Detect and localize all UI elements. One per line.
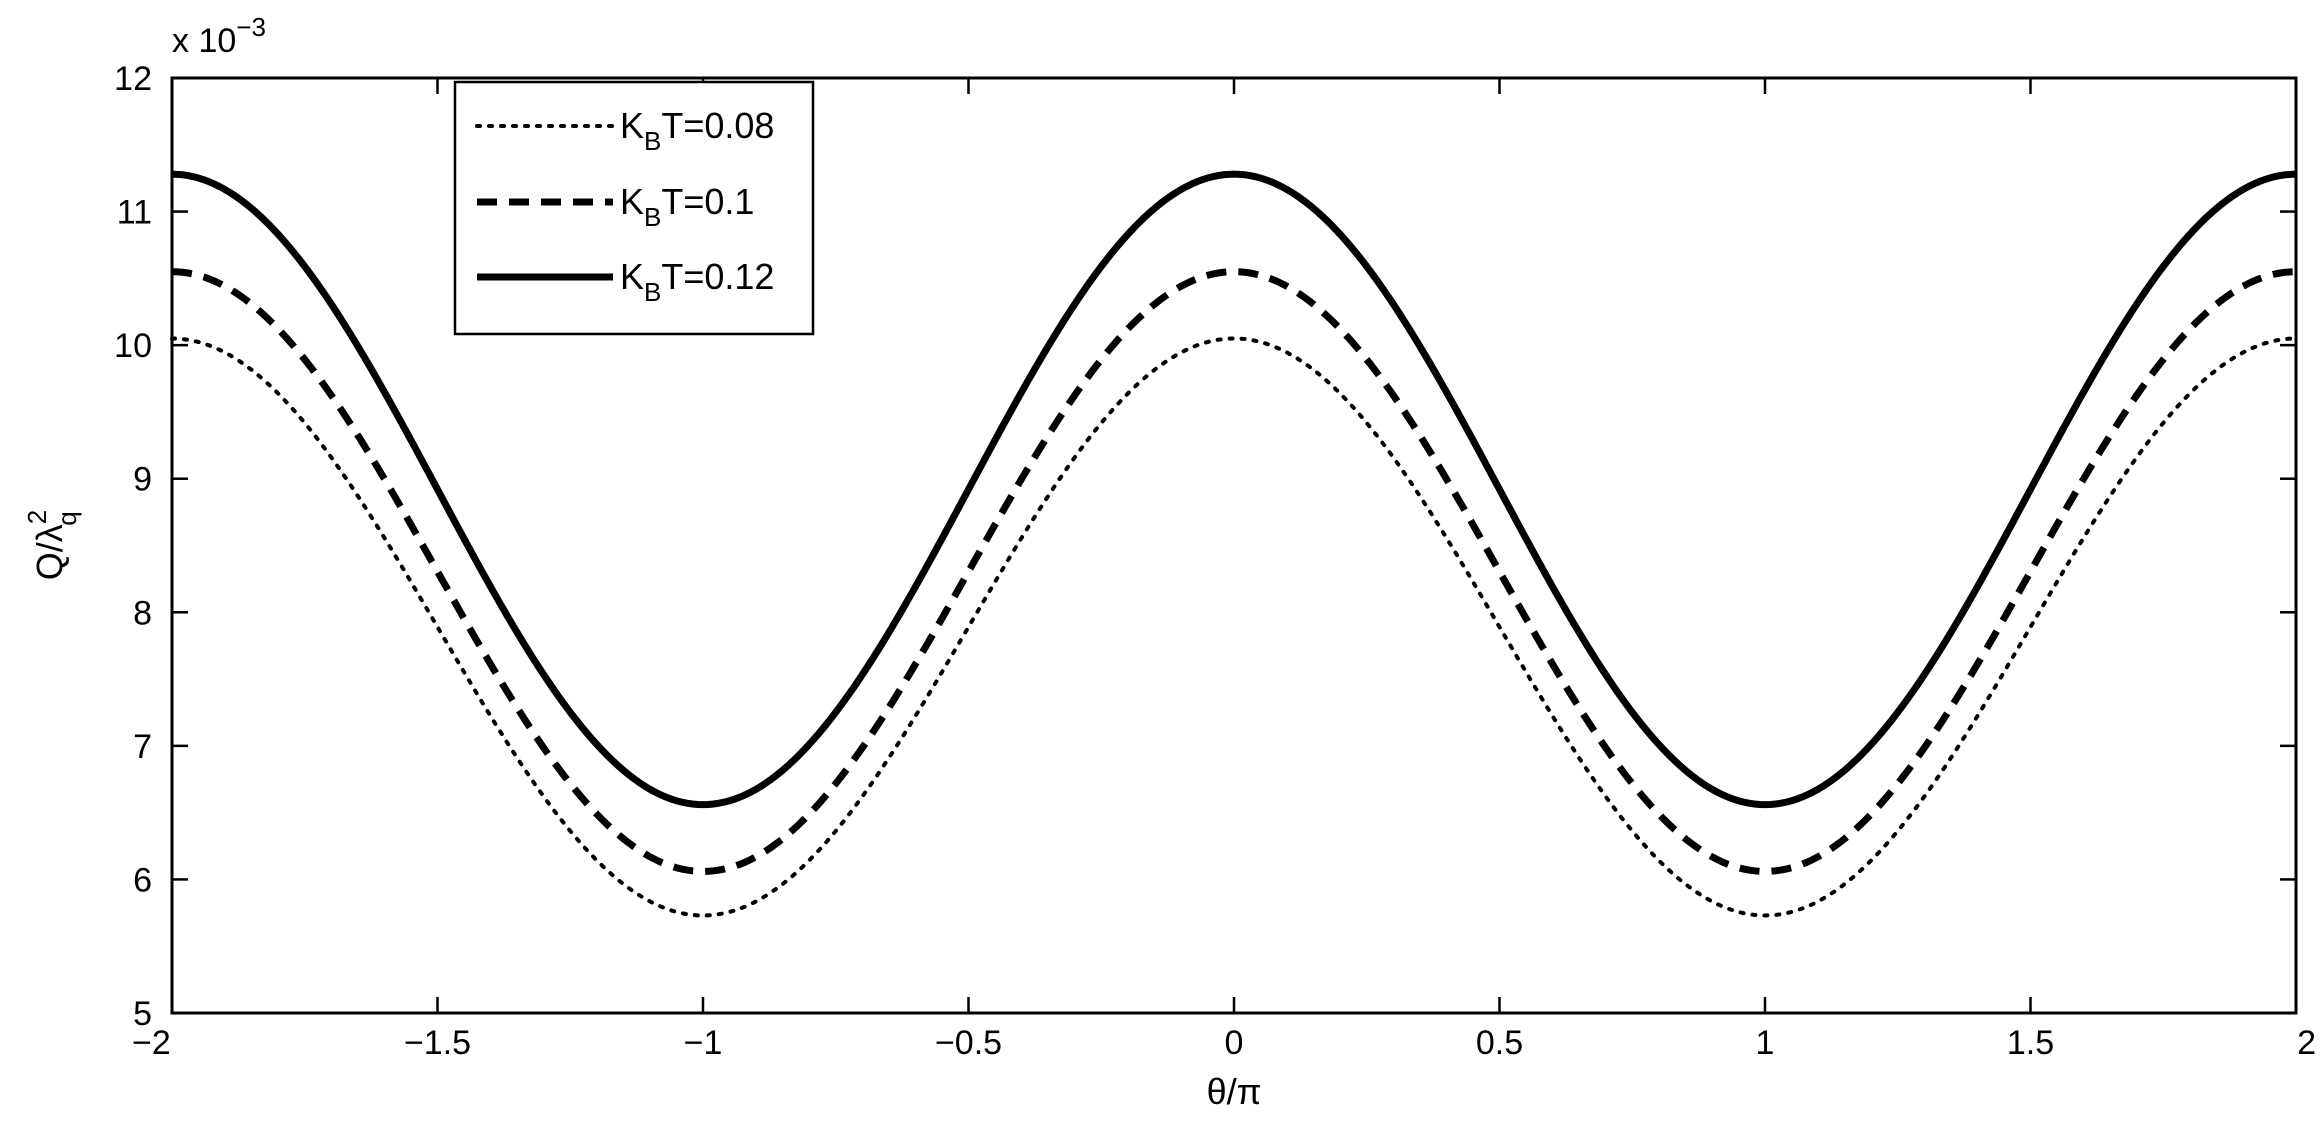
y-tick-label: 10 (114, 327, 152, 365)
legend: KBT=0.08 KBT=0.1 KBT=0.12 (453, 80, 815, 336)
y-tick-label: 11 (117, 194, 152, 232)
y-axis-label: Q/λ2q (22, 510, 82, 580)
series-line-dotted (170, 336, 2298, 918)
x-tick-label: 1.5 (2007, 1024, 2054, 1062)
x-tick-label: 2 (2297, 1024, 2316, 1062)
series-line-solid (171, 170, 2297, 809)
x-tick-labels: −2 −1.5 −1 −0.5 0 0.5 1 1.5 2 (132, 1024, 2316, 1062)
x-tick-label: −1.5 (404, 1024, 471, 1062)
y-tick-label: 12 (114, 60, 152, 98)
y-tick-label: 6 (133, 861, 152, 899)
series-line-dashed (171, 268, 2297, 875)
legend-label-0: KBT=0.08 (620, 105, 774, 156)
y-tick-labels: 5 6 7 8 9 10 11 12 (114, 60, 152, 1033)
legend-label-2: KBT=0.12 (620, 256, 774, 307)
x-tick-label: 0 (1225, 1024, 1244, 1062)
y-tick-label: 8 (133, 594, 152, 632)
legend-label-1: KBT=0.1 (620, 181, 754, 232)
y-tick-label: 7 (133, 728, 152, 766)
y-multiplier-label: x 10−3 (172, 12, 266, 60)
x-tick-label: −2 (132, 1024, 171, 1062)
series-curves (170, 170, 2298, 918)
x-tick-label: −0.5 (935, 1024, 1002, 1062)
y-tick-label: 5 (133, 995, 152, 1033)
y-tick-label: 9 (133, 461, 152, 499)
x-tick-label: 0.5 (1476, 1024, 1523, 1062)
x-axis-label: θ/π (1207, 1071, 1262, 1112)
axis-ticks (170, 76, 2298, 1015)
x-tick-label: 1 (1756, 1024, 1775, 1062)
x-tick-label: −1 (684, 1024, 723, 1062)
